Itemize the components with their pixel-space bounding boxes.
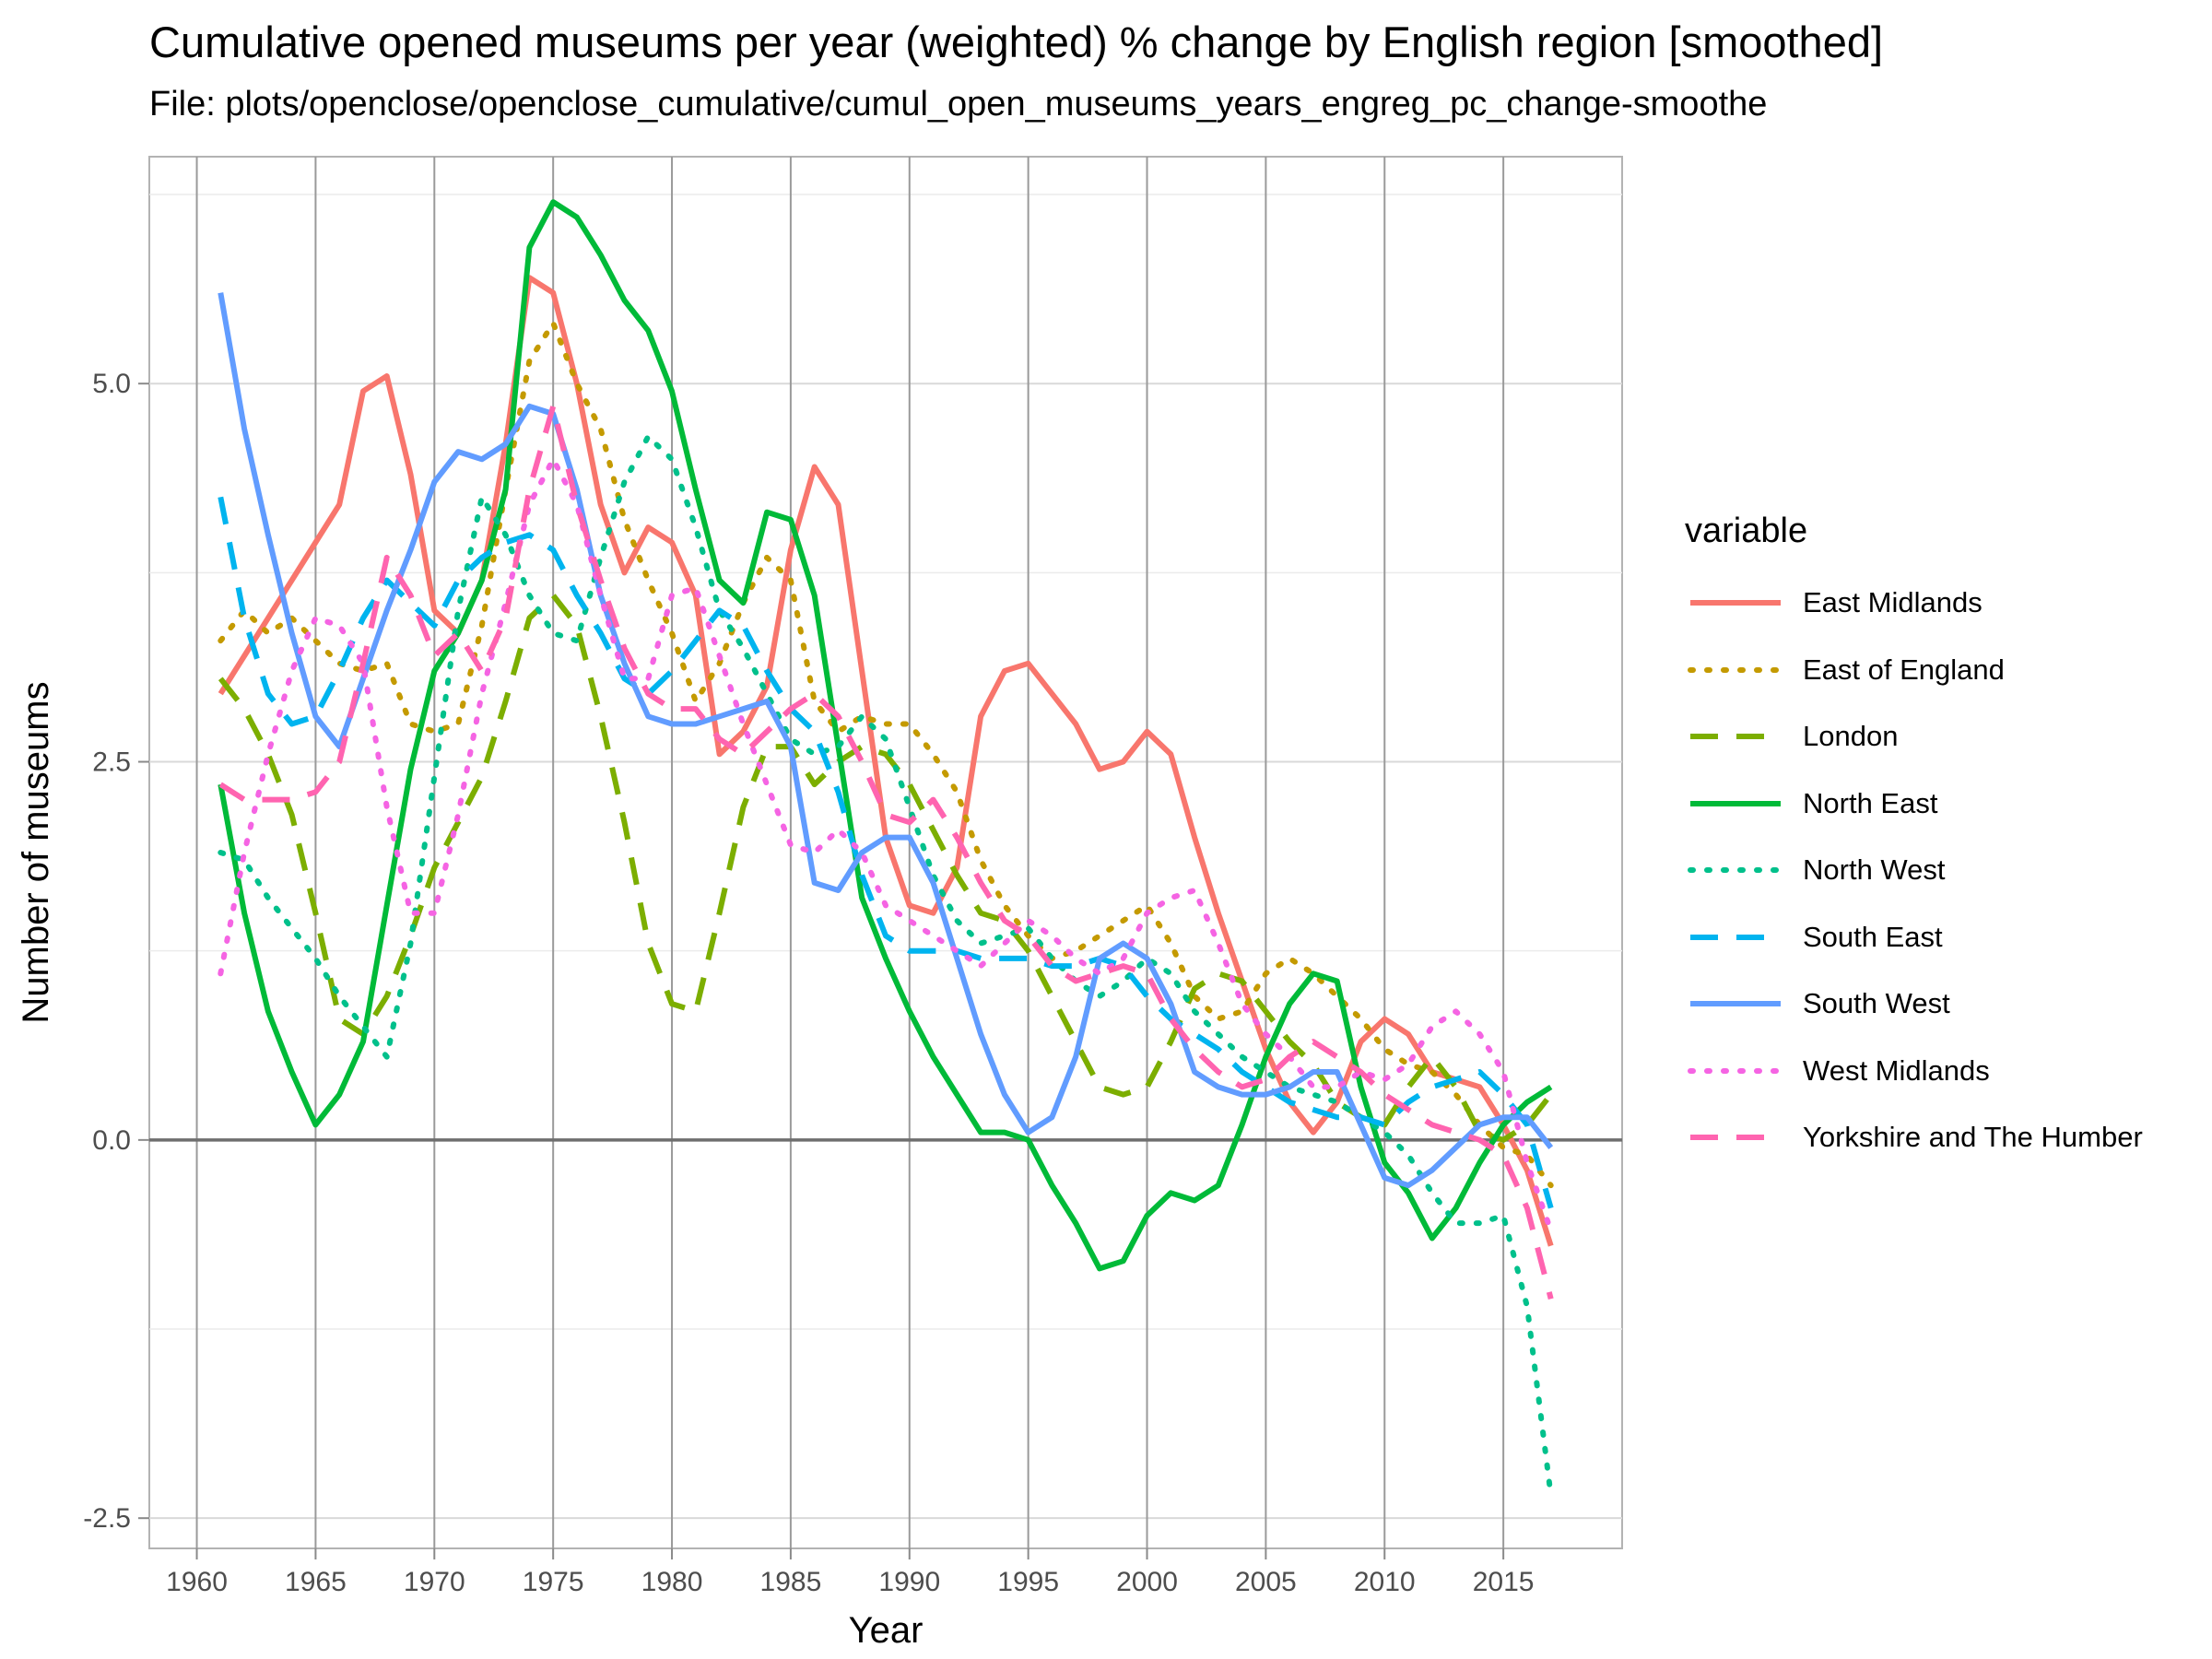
y-tick-label: -2.5	[83, 1503, 131, 1534]
legend-key-north-east	[1690, 800, 1781, 806]
plot-background	[148, 156, 1623, 1549]
legend-label: North East	[1803, 786, 1938, 819]
legend-items: East Midlands East of England London North …	[1685, 570, 2143, 1171]
x-axis-label: Year	[849, 1610, 924, 1651]
series-line-north-east	[218, 199, 1553, 1272]
legend-item-east-of-england: East of England	[1685, 637, 2143, 704]
x-tick-label: 2010	[1354, 1567, 1416, 1597]
x-axis-ticks: 1960 1965 1970 1975 1980 1985 1990 1995 2000 2005…	[166, 1548, 1535, 1597]
legend-item-london: London	[1685, 703, 2143, 771]
legend-key-yorkshire-and-the-humber	[1690, 1135, 1781, 1141]
y-tick-label: 5.0	[92, 369, 131, 399]
legend-title: variable	[1685, 512, 1808, 550]
legend-item-west-midlands: West Midlands	[1685, 1038, 2143, 1105]
legend-item-south-west: South West	[1685, 971, 2143, 1038]
series-line-west-midlands	[218, 456, 1554, 1234]
series-line-north-west	[218, 433, 1554, 1499]
legend-item-south-east: South East	[1685, 904, 2143, 971]
x-tick-label: 1995	[997, 1567, 1059, 1597]
legend-key-south-east	[1690, 934, 1781, 940]
legend-item-east-midlands: East Midlands	[1685, 570, 2143, 637]
x-tick-label: 1970	[404, 1567, 465, 1597]
x-tick-label: 1960	[166, 1567, 228, 1597]
x-tick-label: 1965	[285, 1567, 347, 1597]
y-axis-label: Number of museums	[16, 681, 56, 1023]
legend-label: North West	[1803, 853, 1946, 887]
legend-label: East of England	[1803, 653, 2005, 686]
legend-label: London	[1803, 720, 1899, 753]
series-line-south-west	[218, 292, 1554, 1189]
legend-item-north-east: North East	[1685, 771, 2143, 838]
legend-label: West Midlands	[1803, 1053, 1990, 1087]
y-tick-label: 2.5	[92, 747, 131, 778]
series-layer	[218, 199, 1554, 1499]
x-tick-label: 2015	[1473, 1567, 1535, 1597]
legend: variable East Midlands East of England Lon…	[1685, 512, 2143, 1171]
legend-key-west-midlands	[1688, 1067, 1783, 1074]
chart-title: Cumulative opened museums per year (weig…	[149, 18, 1884, 66]
legend-item-north-west: North West	[1685, 837, 2143, 904]
y-tick-label: 0.0	[92, 1125, 131, 1156]
x-tick-label: 1975	[523, 1567, 584, 1597]
legend-key-london	[1690, 734, 1781, 740]
x-tick-label: 1990	[878, 1567, 940, 1597]
y-axis-ticks: -2.5 0.0 2.5 5.0	[83, 369, 149, 1534]
legend-key-east-of-england	[1688, 666, 1783, 673]
legend-item-yorkshire-and-the-humber: Yorkshire and The Humber	[1685, 1104, 2143, 1171]
x-tick-label: 1985	[760, 1567, 822, 1597]
x-tick-label: 2000	[1116, 1567, 1178, 1597]
legend-label: South East	[1803, 920, 1943, 953]
major-gridlines	[149, 157, 1622, 1548]
minor-gridlines	[149, 194, 1622, 1330]
series-line-london	[218, 593, 1554, 1143]
chart-subtitle: File: plots/openclose/openclose_cumulati…	[149, 85, 1768, 124]
series-line-south-east	[218, 496, 1554, 1209]
legend-key-south-west	[1690, 1001, 1781, 1007]
legend-label: South West	[1803, 987, 1950, 1020]
legend-label: Yorkshire and The Humber	[1803, 1121, 2143, 1154]
legend-key-north-west	[1688, 867, 1783, 874]
legend-label: East Midlands	[1803, 586, 1983, 619]
legend-key-east-midlands	[1690, 600, 1781, 606]
x-tick-label: 2005	[1235, 1567, 1297, 1597]
x-tick-label: 1980	[641, 1567, 703, 1597]
series-line-yorkshire-and-the-humber	[218, 403, 1554, 1300]
